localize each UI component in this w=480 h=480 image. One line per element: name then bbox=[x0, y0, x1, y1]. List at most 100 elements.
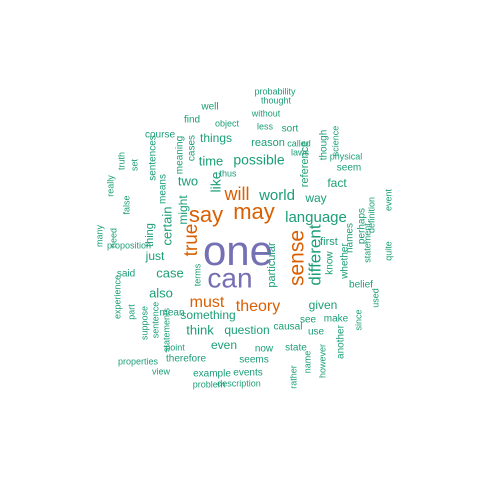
word-fact: fact bbox=[327, 176, 347, 190]
word-use: use bbox=[308, 327, 325, 338]
word-make: make bbox=[324, 314, 349, 325]
word-statements: statements bbox=[161, 307, 171, 352]
word-possible: possible bbox=[233, 152, 285, 168]
word-know: know bbox=[325, 251, 336, 275]
word-say: say bbox=[189, 202, 223, 227]
word-laws: laws bbox=[291, 147, 310, 157]
word-world: world bbox=[258, 187, 295, 204]
word-part: part bbox=[126, 304, 136, 320]
word-another: another bbox=[336, 324, 347, 359]
word-name: name bbox=[302, 351, 312, 374]
word-said: said bbox=[117, 269, 135, 280]
word-something: something bbox=[180, 308, 235, 322]
word-certain: certain bbox=[159, 206, 174, 245]
word-cases: cases bbox=[187, 135, 198, 161]
word-now: now bbox=[255, 344, 274, 355]
word-sentence: sentence bbox=[150, 302, 160, 339]
word-experience: experience bbox=[112, 275, 122, 319]
word-course: course bbox=[145, 130, 175, 141]
word-different: different bbox=[305, 224, 324, 285]
word-true: true bbox=[181, 224, 202, 257]
word-whether: whether bbox=[340, 243, 351, 280]
word-called: called bbox=[287, 138, 311, 148]
word-means: means bbox=[158, 174, 169, 204]
word-example: example bbox=[193, 369, 231, 380]
word-events: events bbox=[233, 368, 262, 379]
word-less: less bbox=[257, 121, 274, 131]
word-case: case bbox=[156, 265, 183, 280]
word-point: point bbox=[165, 342, 185, 352]
word-thought: thought bbox=[261, 95, 292, 105]
word-quite: quite bbox=[383, 241, 393, 261]
word-one: one bbox=[203, 227, 273, 274]
word-will: will bbox=[224, 184, 250, 204]
word-way: way bbox=[304, 191, 326, 205]
word-really: really bbox=[105, 175, 115, 197]
word-false: false bbox=[121, 195, 131, 214]
word-sort: sort bbox=[282, 124, 299, 135]
word-perhaps: perhaps bbox=[357, 208, 368, 244]
word-probability: probability bbox=[254, 86, 296, 96]
word-reason: reason bbox=[251, 137, 285, 149]
word-might: might bbox=[176, 195, 190, 225]
word-physical: physical bbox=[330, 151, 363, 161]
word-must: must bbox=[190, 294, 225, 311]
word-need: need bbox=[108, 228, 118, 248]
word-even: even bbox=[211, 338, 237, 352]
word-theory: theory bbox=[236, 298, 280, 315]
word-many: many bbox=[94, 225, 104, 248]
word-also: also bbox=[149, 285, 173, 300]
word-used: used bbox=[370, 288, 380, 308]
word-without: without bbox=[251, 108, 281, 118]
word-names: names bbox=[345, 223, 356, 253]
word-science: science bbox=[330, 126, 340, 157]
word-seems: seems bbox=[239, 355, 268, 366]
word-seem: seem bbox=[337, 163, 361, 174]
word-suppose: suppose bbox=[139, 306, 149, 340]
word-though: though bbox=[319, 130, 330, 161]
word-things: things bbox=[200, 131, 232, 145]
word-thus: thus bbox=[219, 168, 237, 178]
word-sentences: sentences bbox=[148, 135, 159, 181]
word-problem: problem bbox=[193, 379, 226, 389]
word-mean: mean bbox=[159, 308, 184, 319]
word-description: description bbox=[217, 378, 261, 388]
word-thing: thing bbox=[144, 223, 156, 247]
word-since: since bbox=[353, 309, 363, 330]
word-find: find bbox=[184, 115, 200, 126]
word-reference: reference bbox=[299, 141, 311, 187]
word-time: time bbox=[199, 153, 224, 168]
word-well: well bbox=[200, 102, 218, 113]
word-see: see bbox=[300, 315, 317, 326]
word-definition: definition bbox=[366, 197, 376, 233]
word-proposition: proposition bbox=[107, 240, 151, 250]
word-truth: truth bbox=[116, 152, 126, 170]
word-particular: particular bbox=[266, 242, 278, 288]
word-set: set bbox=[129, 159, 139, 172]
word-therefore: therefore bbox=[166, 354, 206, 365]
word-may: may bbox=[233, 199, 275, 224]
word-event: event bbox=[383, 188, 393, 211]
word-meaning: meaning bbox=[175, 136, 186, 174]
word-like: like bbox=[208, 171, 224, 192]
word-belief: belief bbox=[349, 280, 373, 291]
word-terms: terms bbox=[192, 263, 202, 286]
word-think: think bbox=[186, 322, 214, 337]
word-causal: causal bbox=[274, 322, 303, 333]
word-language: language bbox=[285, 209, 347, 226]
word-first: first bbox=[320, 236, 338, 248]
word-can: can bbox=[207, 262, 252, 293]
word-view: view bbox=[152, 366, 171, 376]
word-question: question bbox=[224, 323, 269, 337]
word-two: two bbox=[178, 173, 198, 188]
word-statement: statement bbox=[362, 223, 372, 263]
word-just: just bbox=[145, 249, 165, 263]
word-however: however bbox=[317, 344, 327, 378]
word-given: given bbox=[309, 298, 338, 312]
word-properties: properties bbox=[118, 356, 159, 366]
word-state: state bbox=[285, 343, 307, 354]
word-rather: rather bbox=[288, 365, 298, 389]
word-sense: sense bbox=[286, 230, 309, 286]
word-object: object bbox=[215, 118, 240, 128]
